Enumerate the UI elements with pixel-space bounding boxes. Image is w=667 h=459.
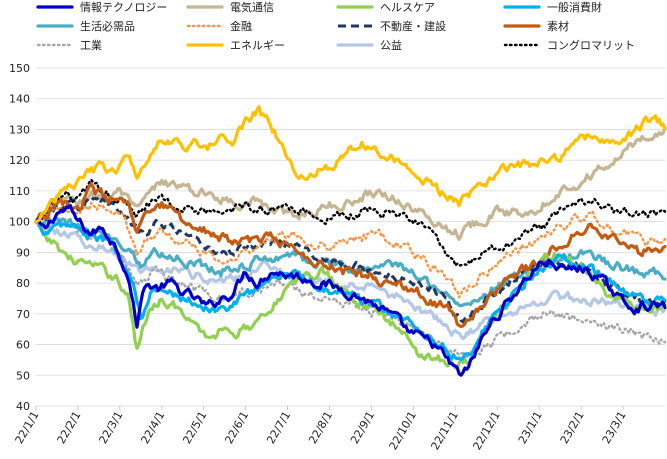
x-tick-label: 22/4/1 [138, 409, 167, 446]
series-line-10 [34, 219, 667, 341]
legend-label-7: 素材 [547, 19, 569, 33]
x-tick-label: 22/2/1 [55, 409, 84, 446]
legend-label-4: 生活必需品 [80, 19, 135, 33]
series-line-8 [34, 216, 667, 360]
y-tick-label: 100 [9, 216, 30, 229]
series-line-11 [34, 178, 667, 267]
x-tick-label: 23/1/1 [516, 409, 545, 446]
legend-label-11: コングロマリット [547, 38, 635, 52]
series-line-7 [34, 182, 667, 328]
x-tick-label: 22/5/1 [180, 409, 209, 446]
y-tick-label: 120 [9, 154, 30, 167]
legend-label-0: 情報テクノロジー [80, 1, 167, 14]
legend-label-3: 一般消費財 [547, 0, 602, 14]
x-tick-label: 22/8/1 [306, 409, 335, 446]
x-tick-label: 22/3/1 [97, 409, 126, 446]
x-tick-label: 22/10/1 [387, 409, 419, 452]
series-line-9 [34, 105, 667, 224]
legend-label-2: ヘルスケア [380, 1, 435, 14]
x-tick-label: 23/2/1 [558, 409, 587, 446]
x-tick-label: 22/1/1 [13, 409, 42, 446]
x-tick-label: 22/12/1 [470, 409, 502, 452]
legend-label-10: 公益 [380, 38, 402, 52]
y-tick-label: 70 [16, 308, 30, 321]
series-line-0 [34, 203, 667, 377]
x-tick-label: 22/11/1 [428, 409, 460, 452]
x-tick-label: 22/6/1 [222, 409, 251, 446]
x-tick-label: 22/9/1 [348, 409, 377, 446]
y-tick-label: 80 [16, 277, 30, 290]
y-tick-label: 50 [16, 369, 30, 382]
y-tick-label: 140 [9, 93, 30, 106]
y-tick-label: 150 [9, 62, 30, 75]
axes: 40 50 60 70 80 90 100 110 120 130 140 150 22/1/1 22/2… [9, 62, 629, 452]
y-tick-label: 130 [9, 123, 30, 136]
series-line-1 [34, 126, 667, 241]
series-line-3 [34, 217, 667, 362]
y-tick-label: 90 [16, 246, 30, 259]
series-line-4 [34, 217, 667, 308]
x-tick-label: 23/3/1 [600, 409, 629, 446]
x-tick-label: 22/7/1 [264, 409, 293, 446]
series [34, 105, 667, 377]
y-tick-label: 110 [9, 185, 30, 198]
legend-label-1: 電気通信 [230, 0, 274, 14]
y-tick-label: 40 [16, 400, 30, 413]
legend-label-8: 工業 [80, 39, 102, 52]
y-tick-label: 60 [16, 339, 30, 352]
series-line-5 [34, 201, 667, 299]
legend-label-5: 金融 [230, 19, 252, 33]
legend-label-9: エネルギー [230, 39, 285, 52]
legend-label-6: 不動産・建設 [380, 19, 446, 33]
